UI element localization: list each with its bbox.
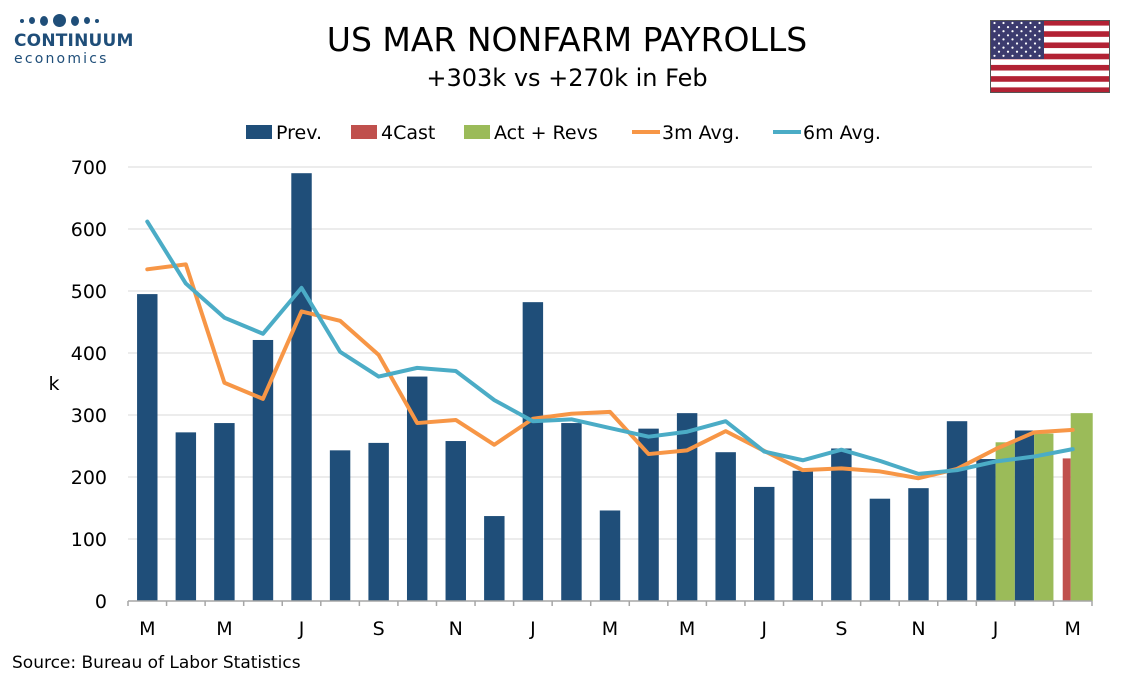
prev-bar [908,488,929,601]
x-tick-label: S [373,618,385,640]
prev-bar [214,423,235,601]
y-tick-label: 200 [71,467,107,489]
prev-bar [599,510,621,601]
prev-bar [946,421,968,601]
legend-label: 6m Avg. [803,122,881,144]
prev-bar [522,302,544,601]
prev-bar [1014,430,1035,601]
prev-bar [484,516,505,601]
legend-label: 3m Avg. [662,122,740,144]
legend-swatch [464,125,490,139]
act-revs-bar [995,442,1015,601]
prev-bar [291,173,312,601]
y-tick-label: 400 [71,343,107,365]
x-tick-label: J [992,618,999,640]
x-tick-label: N [911,618,925,640]
prev-bar [137,294,158,601]
y-tick-label: 300 [71,405,107,427]
legend-label: 4Cast [381,122,435,144]
logo-dots-icon [20,14,134,27]
prev-bar [638,428,659,601]
x-tick-label: M [139,618,155,640]
y-tick-label: 100 [71,529,107,551]
prev-bar [406,376,428,601]
prev-bar [329,450,351,601]
us-flag-icon [990,20,1110,93]
legend-label: Act + Revs [494,122,598,144]
lines [145,219,1075,481]
legend-swatch [246,125,272,139]
bars [137,173,1093,601]
prev-bar [252,339,274,601]
prev-bar [175,432,197,601]
prev-bar [445,441,466,601]
logo-name: CONTINUUM [14,31,134,51]
y-tick-label: 0 [95,591,107,613]
y-tick-label: 500 [71,281,107,303]
y-tick-label: 700 [71,157,107,179]
chart-title: US MAR NONFARM PAYROLLS [326,20,808,59]
legend: Prev. 4Cast Act + Revs 3m Avg. 6m Avg. [246,122,881,144]
x-tick-label: M [602,618,618,640]
prev-bar [561,423,582,601]
logo-sub: economics [14,51,109,67]
legend-swatch [351,125,377,139]
x-tick-label: J [298,618,305,640]
y-axis: 0 100 200 300 400 500 600 700 [71,157,107,613]
avg-3m-line [145,262,1075,481]
forecast-bar [1062,458,1071,601]
prev-bar [676,413,698,601]
prev-bar [792,470,814,601]
prev-bar [754,486,775,601]
x-tick-label: M [679,618,695,640]
source-note: Source: Bureau of Labor Statistics [12,653,301,673]
legend-label: Prev. [276,122,322,144]
x-tick-label: J [760,618,767,640]
act-revs-bar [1034,433,1054,601]
prev-bar [831,448,852,601]
continuum-logo: CONTINUUM economics [14,14,134,67]
chart-subtitle: +303k vs +270k in Feb [426,64,708,92]
avg-6m-line [145,219,1075,476]
prev-bar [869,498,891,601]
prev-bar [715,452,736,601]
x-tick-label: S [835,618,847,640]
prev-bar [368,442,389,601]
y-tick-label: 600 [71,219,107,241]
x-tick-label: M [1065,618,1081,640]
act-revs-bar [1070,413,1093,601]
y-axis-label: k [48,373,59,395]
x-tick-label: N [449,618,463,640]
prev-bar [976,459,996,601]
x-tick-label: M [216,618,232,640]
x-tick-label: J [529,618,536,640]
